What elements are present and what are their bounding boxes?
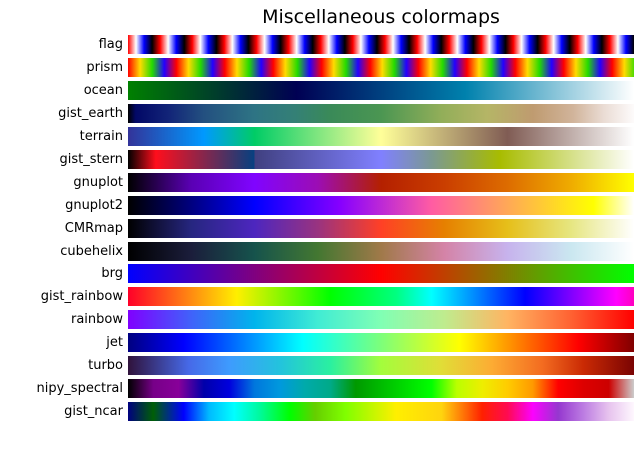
colormap-label: flag bbox=[98, 37, 123, 52]
colormap-label: CMRmap bbox=[64, 220, 123, 236]
colormap-label: rainbow bbox=[71, 312, 123, 328]
colormap-label: gnuplot2 bbox=[65, 197, 123, 213]
colormap-bar-cubehelix bbox=[128, 241, 634, 261]
colormap-bar-gist_rainbow bbox=[128, 287, 634, 307]
colormap-label: prism bbox=[86, 59, 123, 75]
colormap-label: nipy_spectral bbox=[36, 381, 124, 397]
figure-title: Miscellaneous colormaps bbox=[262, 6, 500, 28]
colormap-label: jet bbox=[106, 335, 123, 351]
colormap-row: gist_stern bbox=[0, 149, 640, 169]
colormap-bar-gist_earth bbox=[128, 103, 634, 123]
colormap-bar-gist_stern bbox=[128, 149, 634, 169]
colormap-bar-turbo bbox=[128, 356, 634, 376]
colormap-label: brg bbox=[101, 266, 123, 282]
colormap-bar-gnuplot bbox=[128, 172, 634, 192]
colormap-label: cubehelix bbox=[60, 243, 123, 259]
colormap-row: brg bbox=[0, 264, 640, 284]
colormap-label: turbo bbox=[88, 358, 123, 374]
colormap-row: terrain bbox=[0, 126, 640, 146]
colormap-row: rainbow bbox=[0, 310, 640, 330]
colormap-label: gist_ncar bbox=[64, 404, 123, 419]
colormap-bar-nipy_spectral bbox=[128, 379, 634, 399]
colormap-bar-prism bbox=[128, 57, 634, 77]
colormap-row: gnuplot bbox=[0, 172, 640, 192]
colormap-row: jet bbox=[0, 333, 640, 353]
colormap-bar-CMRmap bbox=[128, 218, 634, 238]
colormap-row: CMRmap bbox=[0, 218, 640, 238]
colormap-row: gist_earth bbox=[0, 103, 640, 123]
colormap-bar-flag bbox=[128, 35, 634, 54]
colormap-label: gist_rainbow bbox=[40, 289, 123, 305]
colormap-bar-rainbow bbox=[128, 310, 634, 330]
colormap-bar-gist_ncar bbox=[128, 402, 634, 421]
colormap-bar-jet bbox=[128, 333, 634, 353]
colormap-row: flag bbox=[0, 35, 640, 54]
colormap-row: gist_ncar bbox=[0, 402, 640, 421]
colormap-row: ocean bbox=[0, 80, 640, 100]
colormap-label: gist_earth bbox=[58, 105, 123, 121]
colormap-label: ocean bbox=[83, 82, 123, 98]
colormap-bar-brg bbox=[128, 264, 634, 284]
colormap-label: gist_stern bbox=[59, 151, 123, 167]
colormap-label: terrain bbox=[79, 128, 123, 144]
colormap-bar-terrain bbox=[128, 126, 634, 146]
colormap-row: cubehelix bbox=[0, 241, 640, 261]
colormap-row: turbo bbox=[0, 356, 640, 376]
colormap-row: nipy_spectral bbox=[0, 379, 640, 399]
colormap-label: gnuplot bbox=[73, 174, 123, 190]
colormap-bar-gnuplot2 bbox=[128, 195, 634, 215]
colormap-row: gist_rainbow bbox=[0, 287, 640, 307]
colormap-bar-ocean bbox=[128, 80, 634, 100]
colormap-row: gnuplot2 bbox=[0, 195, 640, 215]
colormap-row: prism bbox=[0, 57, 640, 77]
